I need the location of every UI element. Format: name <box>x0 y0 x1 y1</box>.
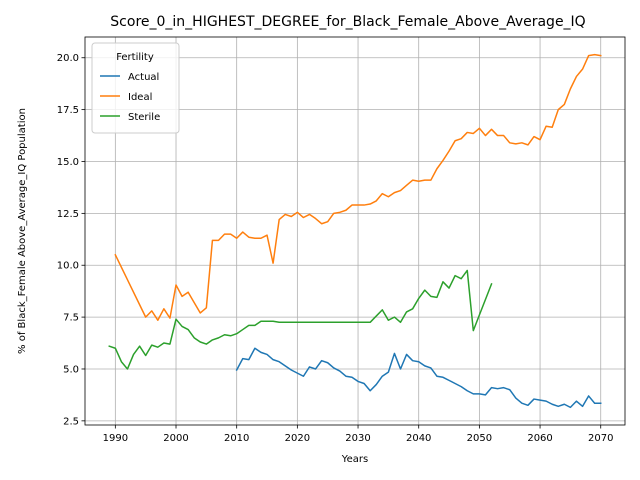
x-tick-label: 2000 <box>163 433 188 444</box>
legend-label: Actual <box>128 72 159 83</box>
x-axis-label: Years <box>341 454 368 465</box>
y-tick-label: 12.5 <box>57 209 79 220</box>
y-tick-label: 2.5 <box>63 416 79 427</box>
legend: Fertility Actual Ideal Sterile <box>91 42 180 134</box>
y-tick-label: 5.0 <box>63 364 79 375</box>
grid-lines <box>85 37 625 425</box>
x-tick-label: 2040 <box>406 433 431 444</box>
x-tick-label: 2050 <box>467 433 492 444</box>
x-tick-label: 2060 <box>527 433 552 444</box>
x-axis: 1990 2000 2010 2020 2030 2040 2050 2060 2070 <box>103 425 613 444</box>
x-tick-label: 1990 <box>103 433 128 444</box>
y-tick-label: 17.5 <box>57 105 79 116</box>
series-line-ideal <box>114 53 602 321</box>
x-tick-label: 2070 <box>588 433 613 444</box>
x-tick-label: 2020 <box>285 433 310 444</box>
y-axis: 2.5 5.0 7.5 10.0 12.5 15.0 17.5 20.0 <box>57 53 85 427</box>
y-tick-label: 10.0 <box>57 261 79 272</box>
data-series <box>108 53 602 409</box>
y-tick-label: 7.5 <box>63 313 79 324</box>
series-line-sterile <box>108 269 493 370</box>
y-tick-label: 15.0 <box>57 157 79 168</box>
x-tick-label: 2030 <box>345 433 370 444</box>
series-line-actual <box>235 347 602 409</box>
y-tick-label: 20.0 <box>57 53 79 64</box>
legend-frame <box>91 42 180 134</box>
y-axis-label: % of Black_Female Above_Average_IQ Popul… <box>17 108 28 354</box>
plot-area-frame <box>84 36 626 426</box>
legend-label: Ideal <box>128 92 152 103</box>
legend-label: Sterile <box>128 112 160 123</box>
chart-title: Score_0_in_HIGHEST_DEGREE_for_Black_Fema… <box>110 14 585 30</box>
legend-title: Fertility <box>116 52 154 63</box>
x-tick-label: 2010 <box>224 433 249 444</box>
